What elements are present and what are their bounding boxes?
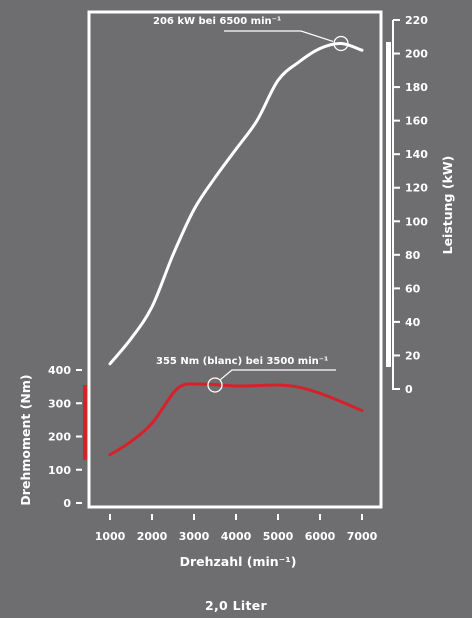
torque-axis-band — [83, 385, 87, 460]
peak-torque-leader — [219, 369, 336, 381]
right-tick-label: 160 — [405, 115, 428, 128]
right-tick-label: 80 — [405, 249, 421, 262]
power-axis-band — [386, 42, 391, 367]
x-tick-label: 1000 — [95, 530, 126, 543]
x-axis-ticks: 1000 2000 3000 4000 5000 6000 7000 — [95, 514, 378, 543]
right-tick-label: 120 — [405, 182, 428, 195]
x-tick-label: 4000 — [221, 530, 252, 543]
right-tick-label: 220 — [405, 14, 428, 27]
left-tick-label: 0 — [63, 497, 71, 510]
left-axis-title: Drehmoment (Nm) — [18, 374, 33, 505]
peak-torque-marker — [207, 377, 223, 393]
peak-power-annotation: 206 kW bei 6500 min⁻¹ — [153, 16, 281, 27]
right-tick-label: 180 — [405, 81, 428, 94]
power-curve — [108, 41, 364, 366]
peak-power-leader — [224, 30, 334, 43]
peak-torque-annotation: 355 Nm (blanc) bei 3500 min⁻¹ — [156, 356, 328, 367]
left-tick-label: 200 — [48, 431, 71, 444]
x-axis-title: Drehzahl (min⁻¹) — [180, 554, 297, 569]
x-tick-label: 7000 — [347, 530, 378, 543]
right-tick-label: 140 — [405, 148, 428, 161]
torque-curve — [108, 382, 364, 457]
right-tick-label: 40 — [405, 316, 421, 329]
engine-size-label: 2,0 Liter — [204, 598, 268, 613]
right-tick-label: 60 — [405, 282, 421, 295]
x-tick-label: 2000 — [137, 530, 168, 543]
right-axis-ticks: 0 20 40 60 80 100 120 140 160 180 200 220 — [393, 14, 428, 396]
plot-frame — [87, 10, 383, 509]
right-tick-label: 100 — [405, 215, 428, 228]
left-tick-label: 300 — [48, 397, 71, 410]
right-tick-label: 20 — [405, 349, 421, 362]
left-tick-label: 100 — [48, 464, 71, 477]
left-axis-ticks: 0 100 200 300 400 — [48, 364, 82, 510]
peak-power-marker — [333, 35, 349, 52]
x-tick-label: 5000 — [263, 530, 294, 543]
x-tick-label: 6000 — [305, 530, 336, 543]
right-tick-label: 0 — [405, 383, 413, 396]
x-tick-label: 3000 — [179, 530, 210, 543]
left-tick-label: 400 — [48, 364, 71, 377]
right-axis-title: Leistung (kW) — [440, 156, 455, 255]
right-tick-label: 200 — [405, 48, 428, 61]
